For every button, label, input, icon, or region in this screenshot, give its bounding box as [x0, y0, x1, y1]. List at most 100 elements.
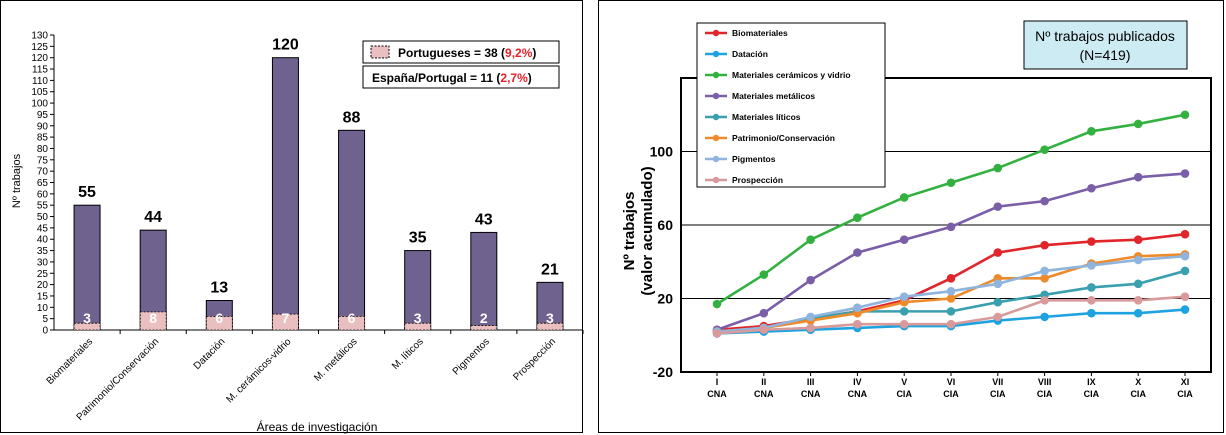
series-point — [1180, 292, 1190, 301]
y-tick-label: 55 — [37, 201, 49, 212]
series-point — [853, 213, 862, 222]
y-tick-label: 75 — [37, 155, 49, 166]
bar-total-label: 44 — [144, 209, 162, 226]
series-point — [1040, 312, 1049, 322]
legend-text-espana: España/Portugal = 11 (2,7%) — [372, 71, 532, 85]
y-tick-label: 20 — [37, 280, 49, 291]
series-point — [899, 235, 909, 244]
y-axis-title: Nº trabajos — [11, 153, 23, 208]
bar-inner-label: 2 — [480, 310, 488, 326]
x-tick-label: M. cerámicos-vidrio — [224, 336, 293, 405]
y-tick-label: 35 — [37, 246, 49, 257]
x-tick-sublabel: CNA — [754, 389, 774, 399]
series-point — [1133, 119, 1143, 129]
bar-portugueses — [404, 322, 432, 331]
legend-marker — [712, 92, 720, 100]
series-point — [712, 329, 722, 338]
x-tick-label: M. líticos — [390, 336, 426, 372]
legend-marker — [712, 155, 720, 163]
x-tick-sublabel: CIA — [990, 389, 1006, 399]
series-point — [993, 202, 1003, 211]
series-point — [1133, 235, 1143, 244]
series-point — [899, 319, 909, 329]
bar-total-label: 43 — [475, 211, 493, 228]
y-tick-label: 100 — [31, 99, 48, 110]
series-point — [1087, 283, 1096, 292]
bar-inner-label: 3 — [414, 310, 422, 326]
legend-swatch-portugueses — [370, 45, 390, 59]
x-tick-sublabel: CIA — [1130, 389, 1146, 399]
legend-marker — [712, 134, 720, 142]
bar-chart: 0510152025303540455055606570758085909510… — [11, 31, 584, 434]
series-point — [1133, 172, 1143, 182]
series-point — [946, 178, 956, 188]
legend-box — [696, 22, 886, 188]
legend-label: Patrimonio/Conservación — [732, 133, 835, 143]
bar-inner-label: 7 — [282, 310, 290, 326]
title-box — [1023, 20, 1188, 70]
bar-inner-label: 6 — [215, 310, 223, 326]
series-point — [806, 235, 815, 244]
bar-total — [338, 129, 366, 331]
legend-label: Materiales metálicos — [732, 91, 815, 101]
series-point — [1087, 308, 1096, 318]
y-tick-label: 45 — [37, 223, 49, 234]
series-point — [1180, 251, 1190, 261]
bar-inner-label: 3 — [546, 310, 554, 326]
y-tick-label: -20 — [653, 364, 673, 380]
series-point — [993, 248, 1003, 257]
series-point — [1040, 266, 1049, 276]
series-point — [1040, 196, 1049, 206]
y-tick-label: 5 — [42, 314, 48, 325]
series-point — [946, 294, 956, 303]
bar-portugueses — [536, 322, 564, 331]
series-point — [1040, 273, 1049, 283]
y-tick-label: 25 — [37, 269, 49, 280]
series-point — [1040, 296, 1049, 305]
y-tick-label: 20 — [657, 291, 673, 307]
series-point — [1040, 240, 1049, 250]
y-axis-title-sub: (valor acumulado) — [639, 166, 656, 295]
y-tick-label: 90 — [37, 121, 49, 132]
series-point — [759, 270, 769, 279]
series-point — [806, 312, 815, 322]
series-point — [1087, 296, 1096, 305]
x-tick-sublabel: CIA — [1037, 389, 1053, 399]
y-tick-label: 110 — [32, 76, 48, 87]
legend-marker — [712, 50, 720, 58]
legend-marker — [712, 113, 720, 121]
bar-portugueses — [470, 325, 498, 331]
series-point — [899, 292, 909, 301]
x-tick-label: III — [807, 377, 815, 387]
bar-total — [271, 57, 299, 331]
series-point — [1087, 237, 1096, 246]
legend-paren: ) — [528, 71, 532, 85]
legend-label: Datación — [732, 49, 768, 59]
bar-total — [470, 231, 498, 331]
series-point — [1180, 169, 1190, 178]
chart-title: Nº trabajos publicados — [1035, 28, 1175, 44]
series-point — [853, 248, 862, 257]
series-point — [1087, 183, 1096, 193]
y-tick-label: 70 — [37, 167, 49, 178]
bar-total — [73, 204, 101, 331]
series-point — [899, 193, 909, 202]
x-tick-sublabel: CIA — [896, 389, 912, 399]
bar-total-label: 120 — [272, 37, 299, 54]
legend-paren: ) — [532, 46, 536, 60]
x-tick-label: Biomateriales — [45, 336, 96, 387]
y-axis-title: Nº trabajos — [621, 192, 638, 271]
series-point — [759, 325, 769, 335]
series-point — [1087, 126, 1096, 136]
series-point — [1133, 279, 1143, 289]
chart-title-sub: (N=419) — [1080, 47, 1131, 63]
bar-portugueses — [139, 311, 167, 331]
series-point — [1087, 261, 1096, 270]
x-tick-sublabel: CNA — [801, 389, 821, 399]
y-tick-label: 40 — [37, 235, 49, 246]
x-tick-label: M. metálicos — [312, 336, 359, 383]
total-label-backdrop — [263, 32, 308, 54]
y-tick-label: 0 — [42, 326, 48, 337]
series-point — [1180, 110, 1190, 120]
y-tick-label: 120 — [31, 53, 48, 64]
